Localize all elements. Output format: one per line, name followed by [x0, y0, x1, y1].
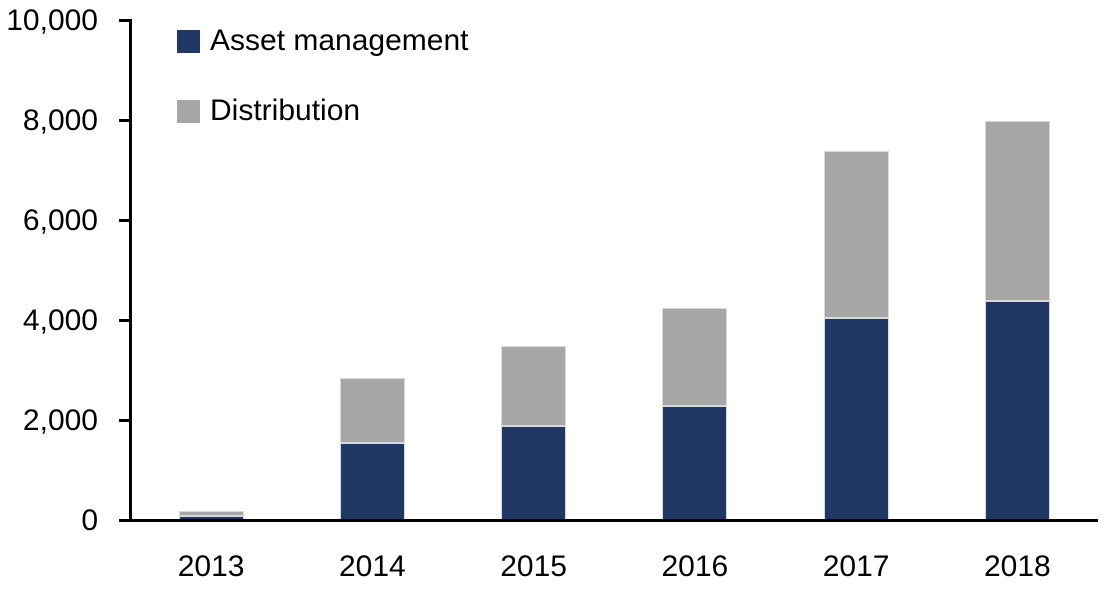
bar-segment-distribution-2018	[984, 120, 1050, 301]
bar-segment-distribution-2017	[823, 150, 889, 318]
bar-segment-asset-management-2017	[823, 318, 889, 521]
x-axis-label-2017: 2017	[822, 550, 890, 583]
y-tick-label: 6,000	[22, 203, 98, 237]
y-tick	[119, 419, 130, 422]
legend-label-distribution: Distribution	[210, 94, 361, 127]
bar-segment-asset-management-2018	[984, 300, 1050, 521]
x-axis-label-2013: 2013	[177, 550, 245, 583]
bar-segment-asset-management-2016	[662, 405, 728, 521]
y-tick	[119, 519, 130, 522]
x-axis-label-2015: 2015	[500, 550, 567, 583]
y-tick-label: 2,000	[22, 403, 98, 437]
legend-label-asset-management: Asset management	[210, 24, 469, 57]
legend-item-distribution: Distribution	[177, 94, 468, 127]
legend-item-asset-management: Asset management	[177, 24, 469, 57]
y-tick-label: 10,000	[6, 3, 98, 37]
y-tick	[119, 19, 130, 22]
y-axis-line	[129, 19, 132, 522]
bar-segment-distribution-2016	[662, 308, 728, 406]
bar-segment-distribution-2014	[339, 378, 405, 443]
bar-segment-distribution-2013	[178, 510, 244, 516]
y-tick	[119, 219, 130, 222]
x-axis-label-2018: 2018	[984, 550, 1051, 583]
x-axis-label-2014: 2014	[339, 550, 406, 583]
y-tick-label: 8,000	[22, 103, 98, 137]
legend-swatch-asset-management-icon	[177, 29, 200, 53]
bar-segment-asset-management-2015	[501, 425, 567, 521]
y-tick-label: 0	[81, 503, 98, 537]
x-axis-label-2016: 2016	[661, 550, 729, 583]
y-tick	[119, 319, 130, 322]
bar-segment-asset-management-2014	[339, 443, 405, 521]
bar-segment-distribution-2015	[501, 345, 567, 426]
y-tick	[119, 119, 130, 122]
legend: Asset management Distribution	[177, 24, 469, 169]
y-tick-label: 4,000	[22, 303, 98, 337]
x-axis-line	[129, 519, 1098, 522]
legend-swatch-distribution-icon	[177, 99, 200, 123]
